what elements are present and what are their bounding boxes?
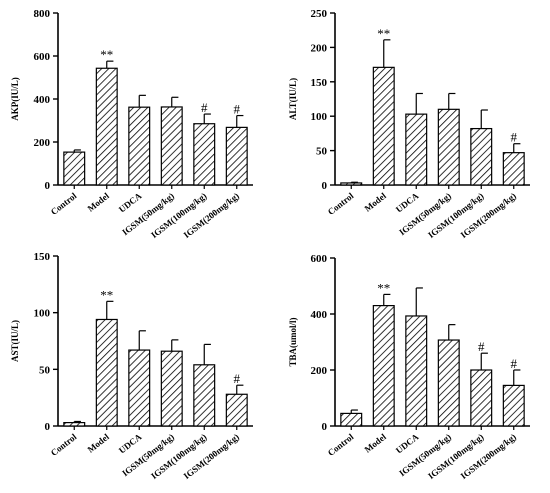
bar [63,422,86,427]
y-tick-label: 600 [34,51,51,63]
x-tick-label: IGSM(200mg/kg) [182,191,241,240]
x-tick-label: UDCA [394,431,421,455]
bar [405,113,428,186]
x-tick-label: Control [49,190,79,217]
x-tick-label: IGSM(200mg/kg) [459,432,518,481]
y-axis-title: AST(IU/L) [10,320,20,362]
y-tick-label: 50 [316,146,328,158]
bar [193,364,216,427]
bar [95,318,118,427]
y-tick-label: 150 [311,77,328,89]
significance-mark: ** [100,287,113,302]
bar [470,127,493,186]
y-axis-title: AKP(IU/L) [10,77,20,121]
significance-mark: # [234,102,241,117]
bar [160,106,183,186]
chart-panel-2: 0 50 100 150 200 250 ALT(IU/L) Control ** Model UD… [288,8,530,240]
x-tick-label: IGSM(100mg/kg) [426,191,485,240]
y-tick-label: 400 [311,309,328,321]
x-tick-label: Control [326,431,356,458]
bar [502,384,525,427]
bar [95,67,118,186]
x-tick-label: IGSM(100mg/kg) [149,191,208,240]
y-tick-label: 200 [34,137,51,149]
y-tick-label: 200 [311,365,328,377]
y-tick-label: 0 [322,421,328,433]
y-tick-label: 200 [311,42,328,54]
bar [405,315,428,427]
y-tick-label: 0 [322,180,328,192]
bar [437,108,460,186]
y-tick-label: 50 [39,364,51,376]
x-tick-label: IGSM(100mg/kg) [426,432,485,481]
bar [437,339,460,427]
y-tick-label: 0 [45,421,51,433]
x-tick-label: Model [363,190,389,213]
bar [372,66,395,186]
significance-mark: # [511,130,518,145]
significance-mark: # [234,371,241,386]
x-tick-label: Control [326,190,356,217]
y-tick-label: 0 [45,180,51,192]
y-tick-label: 600 [311,253,328,265]
y-tick-label: 250 [311,8,328,20]
significance-mark: # [511,356,518,371]
y-axis-title: ALT(IU/L) [288,78,298,120]
x-tick-label: IGSM(200mg/kg) [182,432,241,481]
bar [193,123,216,186]
x-tick-label: UDCA [394,190,421,214]
y-tick-label: 400 [34,94,51,106]
y-tick-label: 800 [34,8,51,20]
bar [372,305,395,427]
x-tick-label: UDCA [117,431,144,455]
y-tick-label: 100 [311,111,328,123]
bar [128,349,151,427]
bar [225,393,248,427]
bar [63,151,86,186]
y-tick-label: 150 [34,251,51,263]
bar [225,126,248,186]
bar [128,106,151,186]
significance-mark: # [478,339,485,354]
x-tick-label: Model [86,190,112,213]
bar [502,152,525,186]
y-tick-label: 100 [34,308,51,320]
significance-mark: ** [100,47,113,62]
significance-mark: # [201,100,208,115]
x-tick-label: IGSM(200mg/kg) [459,191,518,240]
bar [340,412,363,427]
x-tick-label: IGSM(100mg/kg) [149,432,208,481]
significance-mark: ** [377,280,390,295]
x-tick-label: Control [49,431,79,458]
x-tick-label: Model [86,431,112,454]
bar [340,182,363,186]
bar [470,369,493,427]
bar [160,350,183,427]
x-tick-label: UDCA [117,190,144,214]
x-tick-label: Model [363,431,389,454]
significance-mark: ** [377,26,390,41]
chart-panel-1: 0 200 400 600 800 AKP(IU/L) Control ** Model UDCA… [10,8,253,240]
y-axis-title: TBA(umol/l) [288,317,298,366]
